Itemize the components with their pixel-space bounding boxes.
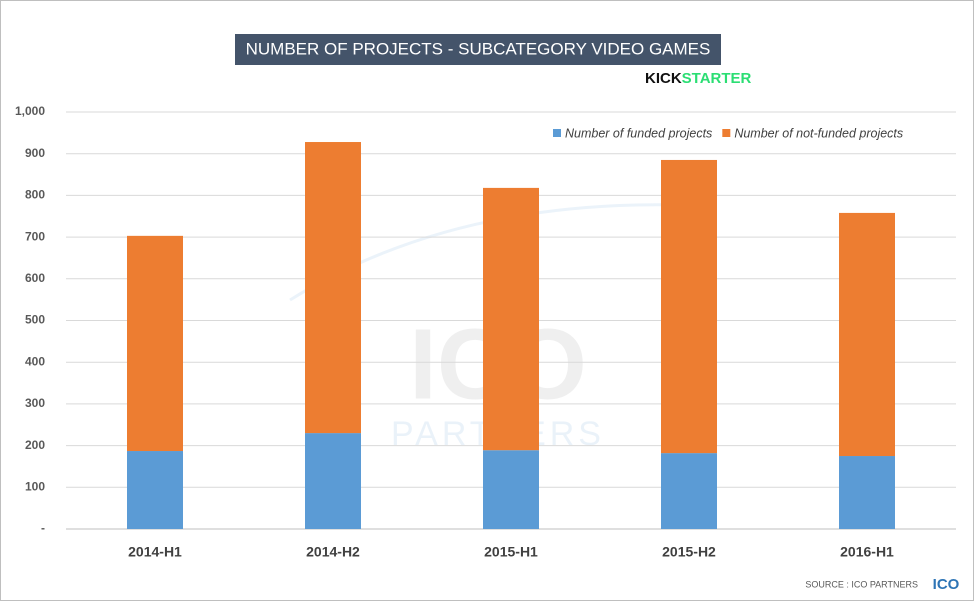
y-tick-label: 400 bbox=[25, 354, 45, 368]
bar bbox=[661, 159, 717, 454]
bar bbox=[305, 433, 361, 529]
legend-swatch bbox=[722, 129, 731, 137]
y-tick-label: 1,000 bbox=[15, 104, 45, 118]
y-tick-label: 100 bbox=[25, 479, 45, 493]
bar bbox=[483, 187, 539, 451]
x-tick-label: 2014-H1 bbox=[128, 544, 182, 560]
legend-label: Number of funded projects bbox=[565, 126, 712, 140]
legend-label: Number of not-funded projects bbox=[734, 126, 903, 140]
bar bbox=[483, 450, 539, 529]
logo-kick: KICK bbox=[645, 70, 682, 87]
y-tick-label: 900 bbox=[25, 146, 45, 160]
source-note: SOURCE : ICO PARTNERS bbox=[805, 579, 918, 589]
y-tick-label: 200 bbox=[25, 438, 45, 452]
y-tick-label: - bbox=[41, 521, 45, 535]
y-tick-label: 800 bbox=[25, 188, 45, 202]
title-box bbox=[235, 34, 721, 65]
source-logo: ICO bbox=[933, 576, 960, 593]
x-tick-label: 2015-H1 bbox=[484, 544, 538, 560]
x-tick-label: 2014-H2 bbox=[306, 544, 360, 560]
logo-starter: STARTER bbox=[682, 70, 752, 87]
legend-swatch bbox=[553, 129, 561, 137]
bar bbox=[661, 453, 717, 529]
x-tick-label: 2015-H2 bbox=[662, 544, 716, 560]
bar bbox=[127, 451, 183, 529]
x-tick-label: 2016-H1 bbox=[840, 544, 894, 560]
bar bbox=[839, 212, 895, 457]
chart-title: NUMBER OF PROJECTS - SUBCATEGORY VIDEO G… bbox=[246, 39, 711, 58]
bar bbox=[839, 456, 895, 529]
bar bbox=[127, 235, 183, 452]
bar bbox=[305, 142, 361, 434]
logo-text: KICKSTARTER bbox=[645, 70, 752, 87]
y-tick-label: 300 bbox=[25, 396, 45, 410]
y-tick-label: 600 bbox=[25, 271, 45, 285]
y-tick-label: 500 bbox=[25, 313, 45, 327]
y-tick-label: 700 bbox=[25, 229, 45, 243]
